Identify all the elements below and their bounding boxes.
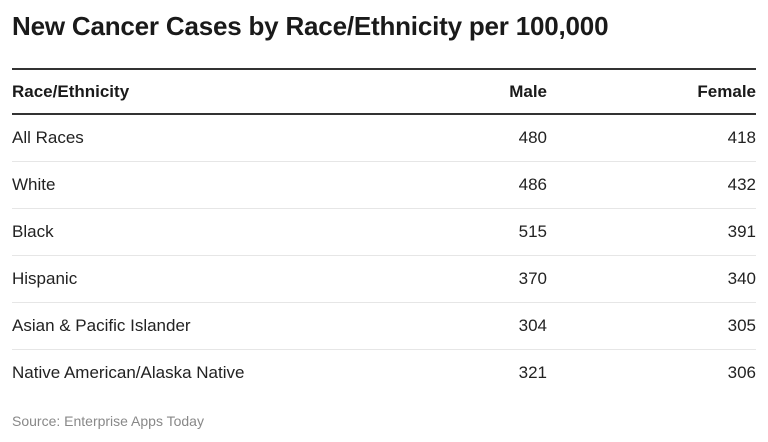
source-note: Source: Enterprise Apps Today: [12, 413, 204, 429]
table-row: Hispanic 370 340: [12, 256, 756, 303]
female-value-cell: 418: [727, 128, 756, 147]
female-value-cell: 306: [727, 363, 756, 382]
race-cell: Native American/Alaska Native: [12, 363, 245, 382]
table-top-rule: [12, 68, 756, 70]
female-value-cell: 432: [727, 175, 756, 194]
male-value-cell: 304: [518, 316, 547, 335]
table-row: Black 515 391: [12, 209, 756, 256]
male-value-cell: 515: [518, 222, 547, 241]
column-header-male: Male: [509, 81, 547, 101]
female-value-cell: 340: [727, 269, 756, 288]
race-cell: Hispanic: [12, 269, 78, 288]
male-value-cell: 486: [518, 175, 547, 194]
race-cell: Asian & Pacific Islander: [12, 316, 191, 335]
column-header-race: Race/Ethnicity: [12, 81, 130, 101]
table-header-row: Race/Ethnicity Male Female: [12, 70, 756, 115]
data-table: Race/Ethnicity Male Female All Races 480…: [12, 70, 756, 396]
male-value-cell: 480: [518, 128, 547, 147]
race-cell: White: [12, 175, 56, 194]
table-row: Asian & Pacific Islander 304 305: [12, 303, 756, 350]
female-value-cell: 305: [727, 316, 756, 335]
table-row: White 486 432: [12, 162, 756, 209]
race-cell: All Races: [12, 128, 84, 147]
male-value-cell: 321: [518, 363, 547, 382]
race-cell: Black: [12, 222, 54, 241]
column-header-female: Female: [697, 81, 756, 101]
chart-title: New Cancer Cases by Race/Ethnicity per 1…: [12, 11, 609, 41]
male-value-cell: 370: [518, 269, 547, 288]
table-row: All Races 480 418: [12, 115, 756, 162]
female-value-cell: 391: [727, 222, 756, 241]
table-row: Native American/Alaska Native 321 306: [12, 350, 756, 396]
